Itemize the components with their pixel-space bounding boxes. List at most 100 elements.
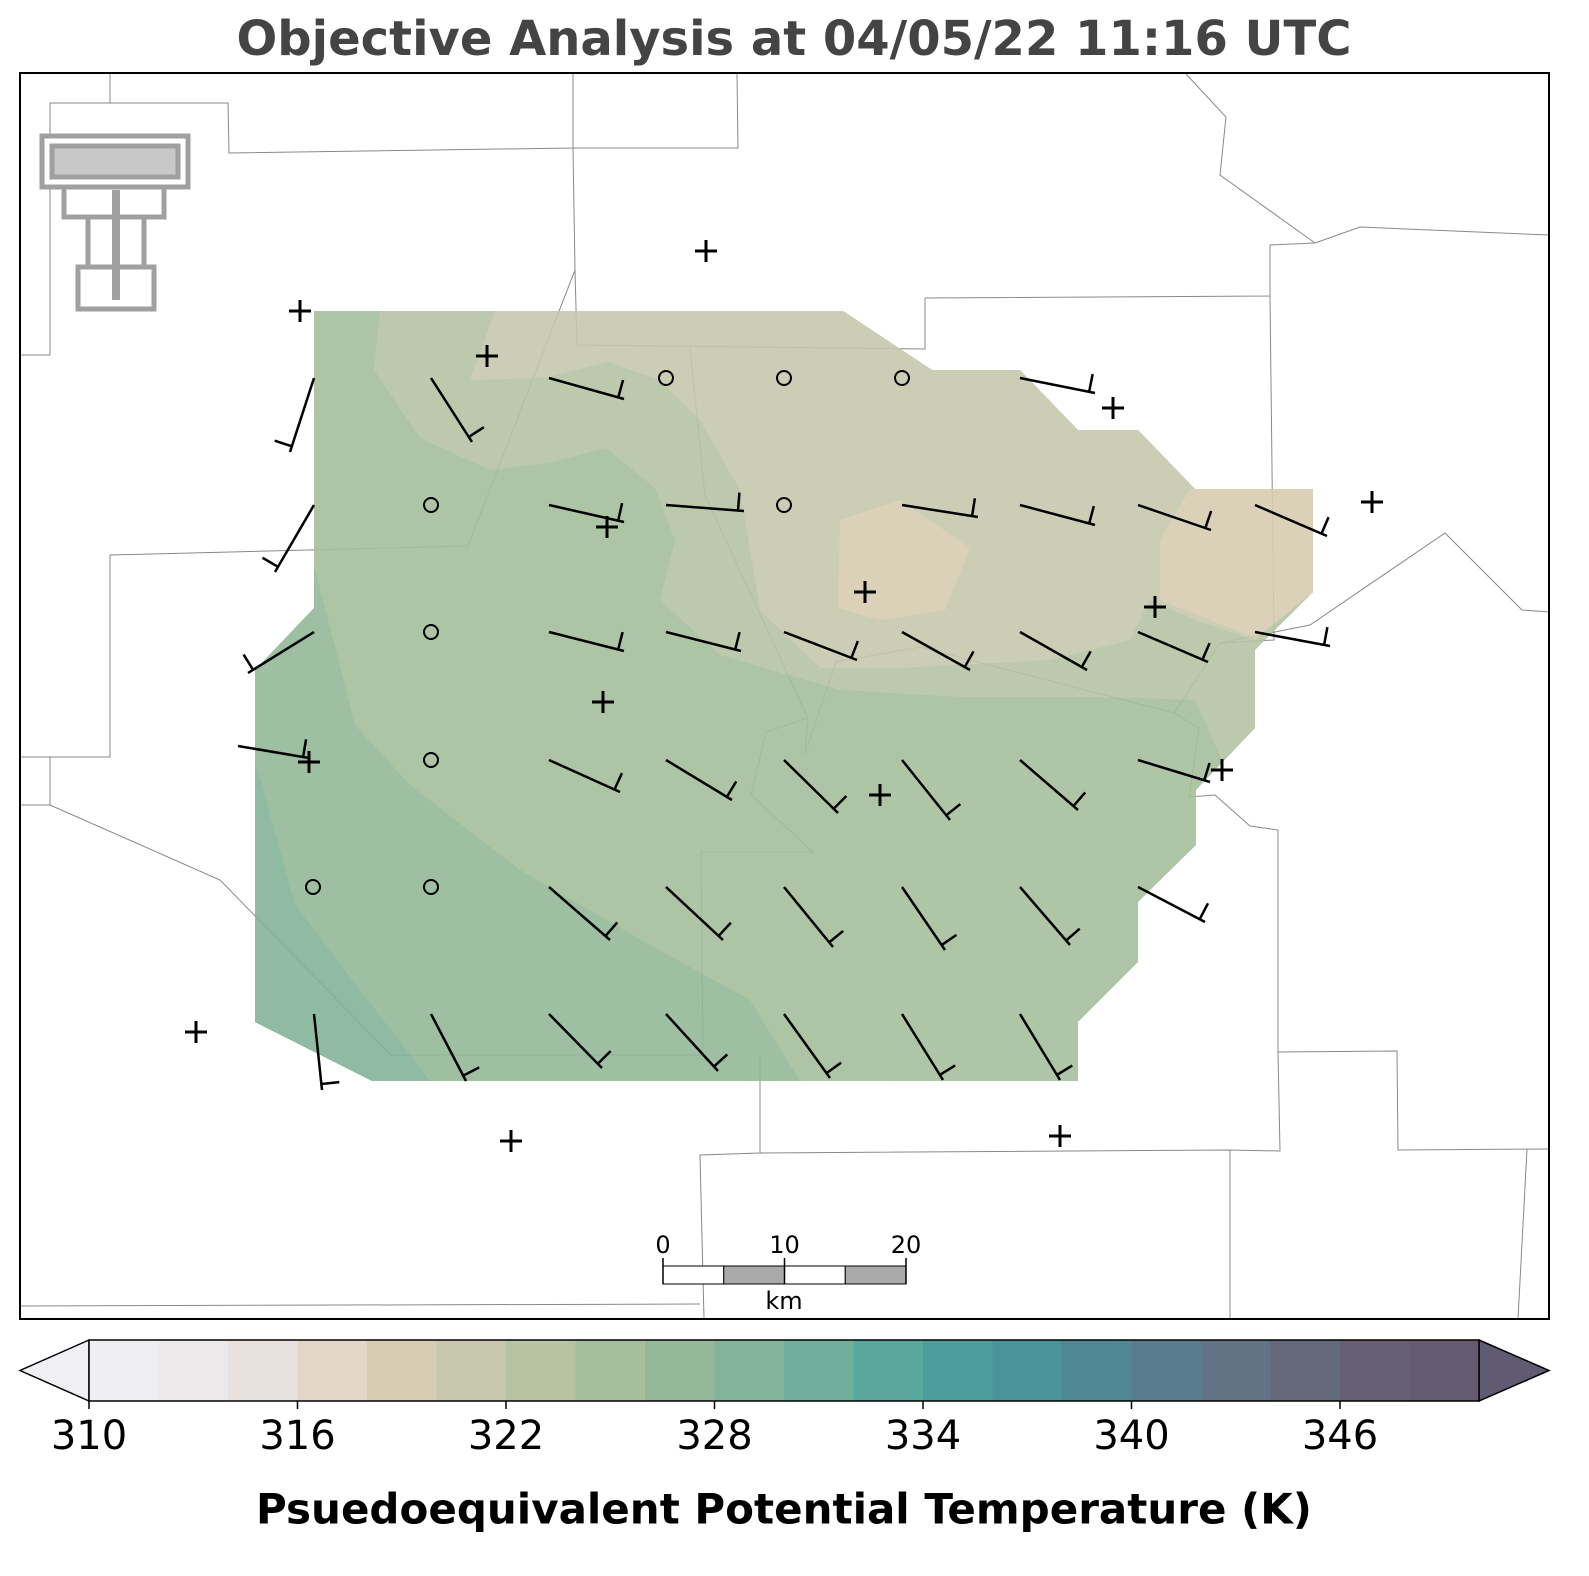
contour-fill [255, 311, 1313, 1081]
wind-barb [901, 630, 975, 672]
wind-barb [548, 630, 625, 653]
wind-barb [242, 630, 315, 675]
colorbar-box [228, 1340, 298, 1401]
station-plus [592, 691, 614, 713]
station-plus [289, 300, 311, 322]
colorbar-box [1340, 1340, 1410, 1401]
scale-segment [784, 1265, 846, 1285]
wind-barb [548, 758, 624, 794]
wind-barb [783, 630, 860, 662]
wind-barb [665, 886, 732, 941]
wind-barb [429, 1013, 480, 1082]
colorbar-box [853, 1340, 923, 1401]
station-plus [298, 751, 320, 773]
wind-barb [1254, 626, 1331, 648]
colorbar-label: Psuedoequivalent Potential Temperature (… [256, 1485, 1312, 1534]
colorbar-box [992, 1340, 1062, 1401]
station-plus [1102, 397, 1124, 419]
wind-barb [548, 886, 619, 941]
station-calm [423, 879, 439, 895]
wind-barb [548, 376, 625, 401]
wind-barb [901, 759, 962, 821]
colorbar-extend-under [18, 1338, 90, 1403]
wind-barb [1137, 503, 1213, 532]
wind-barb [665, 1013, 729, 1072]
station-plus [1361, 491, 1383, 513]
wind-barb [900, 1013, 956, 1081]
colorbar-extend-over [1478, 1338, 1551, 1403]
wind-barb [1019, 759, 1087, 811]
wind-barb [1137, 630, 1211, 664]
wind-barb [312, 1013, 340, 1091]
station-plus [695, 240, 717, 262]
scale-bar: km 0 10 20 [655, 1231, 921, 1315]
colorbar-box [1062, 1340, 1132, 1401]
station-plus [854, 581, 876, 603]
colorbar-box [923, 1340, 993, 1401]
wind-barb [1137, 758, 1211, 784]
colorbar-box [297, 1340, 367, 1401]
station-calm [776, 370, 792, 386]
wind-barb [1137, 885, 1210, 924]
station-plus [1144, 596, 1166, 618]
wind-barb [274, 377, 316, 453]
wind-barb [900, 886, 958, 951]
colorbar-box [1270, 1340, 1340, 1401]
station-plus [185, 1021, 207, 1043]
colorbar-tick-label: 316 [259, 1413, 335, 1459]
colorbar-box [784, 1340, 854, 1401]
station-calm [423, 624, 439, 640]
station-calm [776, 497, 792, 513]
wind-barb [429, 377, 485, 443]
wind-barb [1254, 503, 1330, 538]
scale-unit: km [765, 1287, 802, 1315]
map: km 0 10 20 [19, 72, 1550, 1320]
colorbar-box [506, 1340, 576, 1401]
station-plus [476, 345, 498, 367]
colorbar-box [1409, 1340, 1479, 1401]
wind-barb [783, 886, 844, 948]
colorbar-tick-label: 310 [51, 1413, 127, 1459]
colorbar-box [436, 1340, 506, 1401]
scale-tick-label: 20 [891, 1231, 922, 1259]
station-plus [1049, 1125, 1071, 1147]
wind-barb [548, 1013, 612, 1069]
station-plus [596, 516, 618, 538]
station-calm [423, 752, 439, 768]
wind-barb [665, 758, 738, 802]
station-calm [423, 497, 439, 513]
wind-barb [1019, 886, 1081, 946]
colorbar-tick-label: 334 [885, 1413, 961, 1459]
colorbar-box [158, 1340, 228, 1401]
colorbar: Psuedoequivalent Potential Temperature (… [18, 1338, 1551, 1534]
wind-barb [1018, 1013, 1073, 1081]
scale-segment [723, 1265, 785, 1285]
map-frame [19, 72, 1550, 1320]
wind-barb [782, 1013, 842, 1079]
wind-barb [665, 630, 742, 653]
wind-barb [261, 504, 316, 573]
colorbar-box [645, 1340, 715, 1401]
colorbar-box [89, 1340, 159, 1401]
scale-tick-label: 10 [769, 1231, 800, 1259]
stations [185, 240, 1383, 1152]
wind-barb [1019, 373, 1096, 395]
title: Objective Analysis at 04/05/22 11:16 UTC [237, 11, 1352, 67]
scale-segment [662, 1265, 725, 1285]
colorbar-frame [88, 1339, 1480, 1402]
colorbar-box [714, 1340, 784, 1401]
station-plus [869, 784, 891, 806]
station-plus [1211, 759, 1233, 781]
station-calm [658, 370, 674, 386]
wind-barb [548, 502, 625, 524]
scale-tick-label: 0 [655, 1231, 670, 1259]
scale-segment [844, 1265, 907, 1285]
logo [39, 133, 191, 312]
station-plus [500, 1130, 522, 1152]
wind-barb [665, 492, 745, 513]
station-calm [305, 879, 321, 895]
colorbar-box [1131, 1340, 1201, 1401]
colorbar-tick-label: 346 [1302, 1413, 1378, 1459]
station-calm [894, 370, 910, 386]
